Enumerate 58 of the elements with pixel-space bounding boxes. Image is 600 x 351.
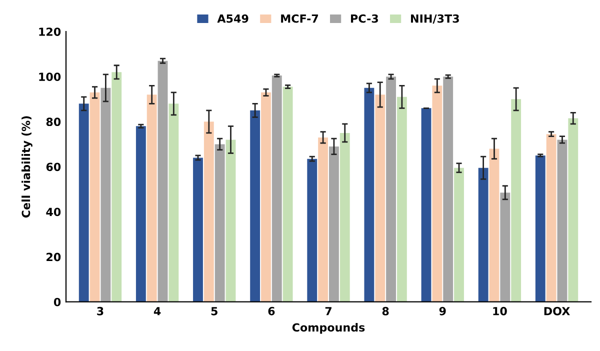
bar bbox=[328, 146, 339, 302]
bar bbox=[568, 118, 578, 302]
bar bbox=[454, 168, 464, 302]
bar bbox=[546, 134, 556, 302]
x-tick-label: 5 bbox=[211, 307, 218, 316]
bar bbox=[443, 76, 454, 302]
y-tick-label: 120 bbox=[39, 28, 61, 36]
y-tick-label: 20 bbox=[46, 252, 61, 262]
bar bbox=[557, 140, 568, 302]
x-axis-title: Compounds bbox=[292, 323, 365, 334]
bar bbox=[511, 99, 522, 302]
bar bbox=[489, 148, 500, 302]
bar bbox=[168, 104, 179, 302]
bar bbox=[386, 76, 396, 302]
bar bbox=[421, 108, 432, 302]
bar bbox=[375, 94, 386, 302]
x-tick-label: 4 bbox=[154, 307, 161, 316]
bar bbox=[307, 158, 318, 302]
bar bbox=[500, 192, 510, 302]
bar bbox=[214, 144, 225, 302]
legend-label: A549 bbox=[217, 14, 248, 23]
bar bbox=[478, 168, 488, 302]
bar bbox=[396, 96, 407, 302]
x-tick-label: 9 bbox=[439, 306, 446, 316]
bar bbox=[364, 88, 374, 302]
bar bbox=[90, 92, 100, 302]
x-tick-label: 3 bbox=[97, 306, 104, 316]
bar bbox=[282, 86, 293, 302]
bar bbox=[112, 72, 122, 302]
bar bbox=[272, 76, 282, 302]
bar bbox=[318, 137, 328, 302]
x-tick-label: 6 bbox=[268, 306, 275, 316]
bar bbox=[261, 92, 271, 302]
bar bbox=[250, 110, 260, 302]
y-tick-label: 100 bbox=[39, 72, 61, 82]
x-tick-label: DOX bbox=[544, 306, 570, 316]
bar bbox=[226, 140, 236, 302]
bar bbox=[136, 126, 146, 302]
bar bbox=[193, 158, 203, 302]
bar bbox=[158, 60, 168, 302]
legend-label: NIH/3T3 bbox=[411, 14, 459, 24]
legend-label: PC-3 bbox=[351, 14, 378, 23]
bar bbox=[100, 88, 111, 302]
legend-label: MCF-7 bbox=[281, 14, 318, 23]
x-tick-label: 7 bbox=[325, 307, 332, 316]
x-tick-label: 8 bbox=[382, 306, 389, 316]
bar bbox=[78, 104, 89, 302]
bar bbox=[146, 94, 157, 302]
y-axis-title: Cell viability (%) bbox=[22, 116, 32, 218]
y-tick-label: 0 bbox=[54, 298, 61, 306]
bar bbox=[535, 155, 546, 302]
bar bbox=[340, 132, 350, 302]
bar bbox=[204, 122, 214, 302]
bar bbox=[432, 86, 442, 302]
x-tick-label: 10 bbox=[493, 306, 507, 316]
y-tick-label: 80 bbox=[46, 118, 61, 126]
y-tick-label: 60 bbox=[46, 162, 61, 172]
y-tick-label: 40 bbox=[46, 208, 61, 216]
